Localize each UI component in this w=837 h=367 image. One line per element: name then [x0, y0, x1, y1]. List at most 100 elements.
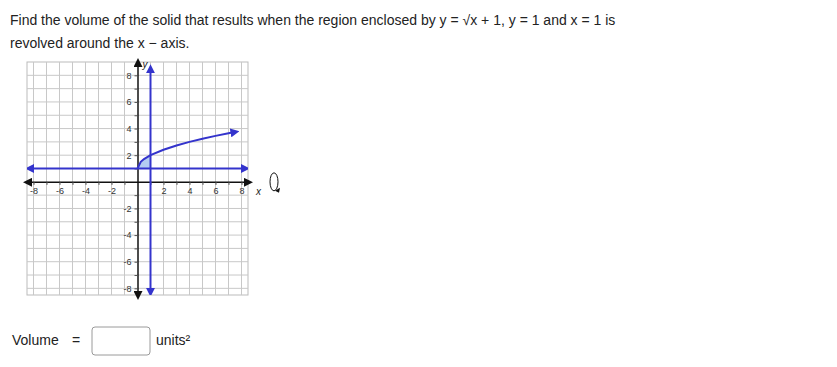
x-tick-mark: [99, 182, 100, 185]
y-tick: [135, 142, 138, 143]
x-tick: 8: [239, 182, 244, 196]
answer-label: Volume: [12, 332, 59, 348]
grid-line-x: [215, 62, 216, 295]
x-tick: [229, 182, 230, 185]
x-tick: [99, 182, 100, 185]
x-tick-mark: [203, 182, 204, 185]
y-tick: 6: [126, 97, 137, 107]
y-axis-line: [137, 63, 139, 296]
x-tick-mark: [164, 182, 165, 185]
y-tick-mark: [135, 129, 138, 130]
answer-input[interactable]: [92, 327, 150, 355]
y-tick-mark: [135, 195, 138, 196]
x-tick: -2: [108, 182, 116, 196]
grid-line-x: [72, 62, 73, 295]
grid-line-x: [241, 62, 242, 295]
y-tick-label: 2: [126, 151, 131, 161]
x-tick-label: -2: [108, 186, 116, 196]
series-group: [30, 69, 246, 293]
grid-line-x: [163, 62, 164, 295]
y-tick-mark: [135, 235, 138, 236]
x-tick-mark: [190, 182, 191, 185]
y-tick-label: 4: [126, 124, 131, 134]
x-tick-mark: [229, 182, 230, 185]
x-tick-mark: [112, 182, 113, 185]
x-tick-mark: [73, 182, 74, 185]
x-tick: [47, 182, 48, 185]
revolve-icon: [270, 173, 278, 191]
answer-sign: =: [72, 332, 80, 348]
y-tick: -4: [123, 230, 137, 240]
grid-line-x: [189, 62, 190, 295]
grid-line-x: [59, 62, 60, 295]
x-tick-mark: [125, 182, 126, 185]
y-tick: [135, 89, 138, 90]
y-tick-mark: [135, 89, 138, 90]
x-tick: -8: [30, 182, 38, 196]
y-tick-label: -2: [123, 204, 131, 214]
y-tick: [135, 195, 138, 196]
x-tick-label: -6: [56, 186, 64, 196]
x-tick-label: 2: [161, 186, 166, 196]
x-tick: -6: [56, 182, 64, 196]
y-tick-mark: [135, 275, 138, 276]
y-tick: -8: [123, 284, 137, 294]
x-tick-mark: [34, 182, 35, 185]
grid-line-x: [202, 62, 203, 295]
plot-frame: [27, 62, 248, 295]
grid: [27, 62, 248, 295]
x-tick: [125, 182, 126, 185]
grid-line-x: [46, 62, 47, 295]
y-tick-mark: [135, 155, 138, 156]
x-tick-mark: [86, 182, 87, 185]
x-tick-mark: [60, 182, 61, 185]
revolve-icon-arrow: [275, 188, 280, 193]
y-tick: 2: [126, 151, 137, 161]
x-tick-label: 6: [213, 186, 218, 196]
y-axis-label: y: [142, 59, 149, 70]
grid-line-x: [33, 62, 34, 295]
x-tick-mark: [47, 182, 48, 185]
y-tick-label: -8: [123, 284, 131, 294]
answer-units: units²: [156, 332, 191, 348]
y-tick: [135, 115, 138, 116]
y-tick-mark: [135, 248, 138, 249]
grid-line-x: [85, 62, 86, 295]
x-tick: [203, 182, 204, 185]
question-line: revolved around the x − axis.: [10, 35, 189, 51]
curve-line: [138, 132, 236, 168]
y-tick: [135, 275, 138, 276]
y-tick-mark: [135, 288, 138, 289]
y-tick-mark: [135, 262, 138, 263]
y-tick: -2: [123, 204, 137, 214]
grid-line-x: [98, 62, 99, 295]
y-tick-mark: [135, 75, 138, 76]
question-line: Find the volume of the solid that result…: [10, 12, 615, 28]
x-tick-label: -4: [82, 186, 90, 196]
x-tick: -4: [82, 182, 90, 196]
y-tick: [135, 222, 138, 223]
curve-line: [30, 168, 246, 170]
page: Find the volume of the solid that result…: [0, 0, 837, 367]
y-tick-mark: [135, 142, 138, 143]
y-axis: -8 -6 -4 -2 2 4 6 8: [123, 63, 138, 296]
y-tick: 8: [126, 71, 137, 81]
grid-line-x: [150, 62, 151, 295]
y-tick: -6: [123, 257, 137, 267]
curve-line: [150, 69, 152, 293]
grid-line-x: [228, 62, 229, 295]
x-tick-label: 4: [187, 186, 192, 196]
y-tick-mark: [135, 115, 138, 116]
x-axis-label: x: [255, 186, 262, 197]
y-tick-mark: [135, 222, 138, 223]
y-tick-mark: [135, 208, 138, 209]
y-tick-label: 8: [126, 71, 131, 81]
y-tick-label: -4: [123, 230, 131, 240]
x-tick: 4: [187, 182, 192, 196]
x-tick-label: -8: [30, 186, 38, 196]
x-tick: 6: [213, 182, 218, 196]
x-tick: [177, 182, 178, 185]
grid-line-y: [27, 168, 248, 169]
y-tick-label: 6: [126, 97, 131, 107]
y-tick: 4: [126, 124, 137, 134]
